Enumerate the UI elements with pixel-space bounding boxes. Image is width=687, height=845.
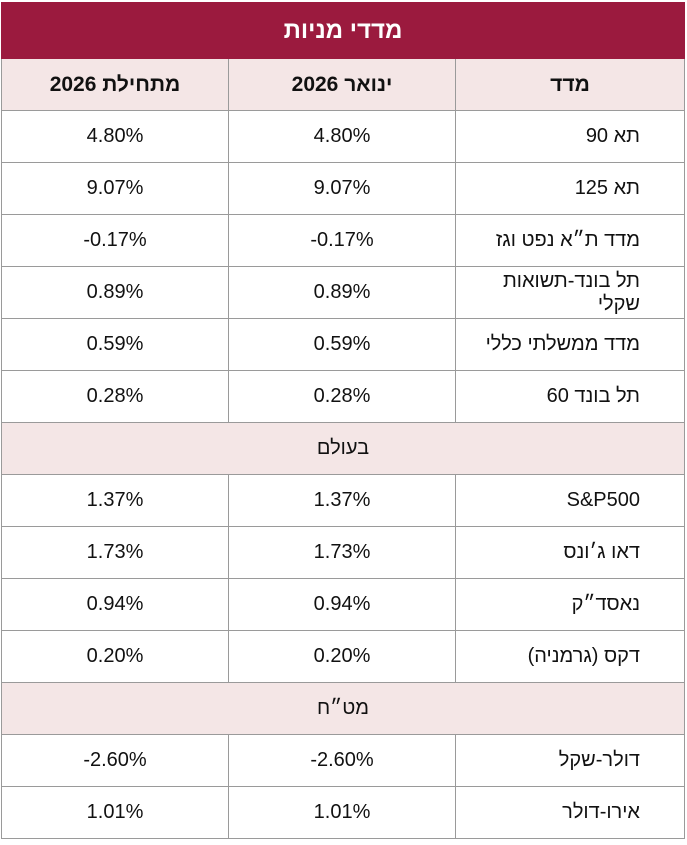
index-change: 9.07% xyxy=(1,162,229,215)
index-change: 0.28% xyxy=(228,370,456,423)
column-header: מתחילת 2026 xyxy=(1,58,229,111)
index-change: 1.73% xyxy=(228,526,456,579)
index-change: 0.28% xyxy=(1,370,229,423)
data-row: תא 125 9.07% 9.07% xyxy=(1,162,685,215)
index-name: מדד ממשלתי כללי xyxy=(455,318,685,371)
data-row: דולר-שקל -2.60% -2.60% xyxy=(1,734,685,787)
index-change: -0.17% xyxy=(228,214,456,267)
index-name: S&P500 xyxy=(455,474,685,527)
index-name: דולר-שקל xyxy=(455,734,685,787)
data-row: S&P500 1.37% 1.37% xyxy=(1,474,685,527)
section-row: מט״ח xyxy=(1,682,685,735)
index-change: 0.20% xyxy=(228,630,456,683)
data-row: אירו-דולר 1.01% 1.01% xyxy=(1,786,685,839)
index-change: 9.07% xyxy=(228,162,456,215)
data-row: דקס (גרמניה) 0.20% 0.20% xyxy=(1,630,685,683)
index-change: -2.60% xyxy=(1,734,229,787)
column-header: ינואר 2026 xyxy=(228,58,456,111)
index-change: 1.37% xyxy=(1,474,229,527)
index-name: נאסד״ק xyxy=(455,578,685,631)
title-row: מדדי מניות xyxy=(1,2,685,59)
index-change: 1.01% xyxy=(228,786,456,839)
data-row: תל בונד-תשואות שקלי 0.89% 0.89% xyxy=(1,266,685,319)
index-name: תא 125 xyxy=(455,162,685,215)
data-row: מדד ת״א נפט וגז -0.17% -0.17% xyxy=(1,214,685,267)
index-change: 0.94% xyxy=(1,578,229,631)
index-name: מדד ת״א נפט וגז xyxy=(455,214,685,267)
index-change: 4.80% xyxy=(1,110,229,163)
index-change: 1.01% xyxy=(1,786,229,839)
data-row: תל בונד 60 0.28% 0.28% xyxy=(1,370,685,423)
index-name: תל בונד-תשואות שקלי xyxy=(455,266,685,319)
index-change: 0.20% xyxy=(1,630,229,683)
table-title: מדדי מניות xyxy=(1,2,685,59)
index-change: 4.80% xyxy=(228,110,456,163)
index-change: 0.59% xyxy=(1,318,229,371)
index-change: 0.89% xyxy=(228,266,456,319)
header-row: מדד ינואר 2026 מתחילת 2026 xyxy=(1,58,685,111)
section-label: בעולם xyxy=(1,422,685,475)
index-change: 1.73% xyxy=(1,526,229,579)
index-change: -2.60% xyxy=(228,734,456,787)
index-change: -0.17% xyxy=(1,214,229,267)
index-name: אירו-דולר xyxy=(455,786,685,839)
data-row: דאו ג׳ונס 1.73% 1.73% xyxy=(1,526,685,579)
index-change: 0.94% xyxy=(228,578,456,631)
data-row: נאסד״ק 0.94% 0.94% xyxy=(1,578,685,631)
column-header: מדד xyxy=(455,58,685,111)
index-name: תא 90 xyxy=(455,110,685,163)
section-label: מט״ח xyxy=(1,682,685,735)
index-name: דקס (גרמניה) xyxy=(455,630,685,683)
index-change: 0.59% xyxy=(228,318,456,371)
index-name: תל בונד 60 xyxy=(455,370,685,423)
index-change: 1.37% xyxy=(228,474,456,527)
index-name: דאו ג׳ונס xyxy=(455,526,685,579)
section-row: בעולם xyxy=(1,422,685,475)
data-row: תא 90 4.80% 4.80% xyxy=(1,110,685,163)
data-row: מדד ממשלתי כללי 0.59% 0.59% xyxy=(1,318,685,371)
index-change: 0.89% xyxy=(1,266,229,319)
